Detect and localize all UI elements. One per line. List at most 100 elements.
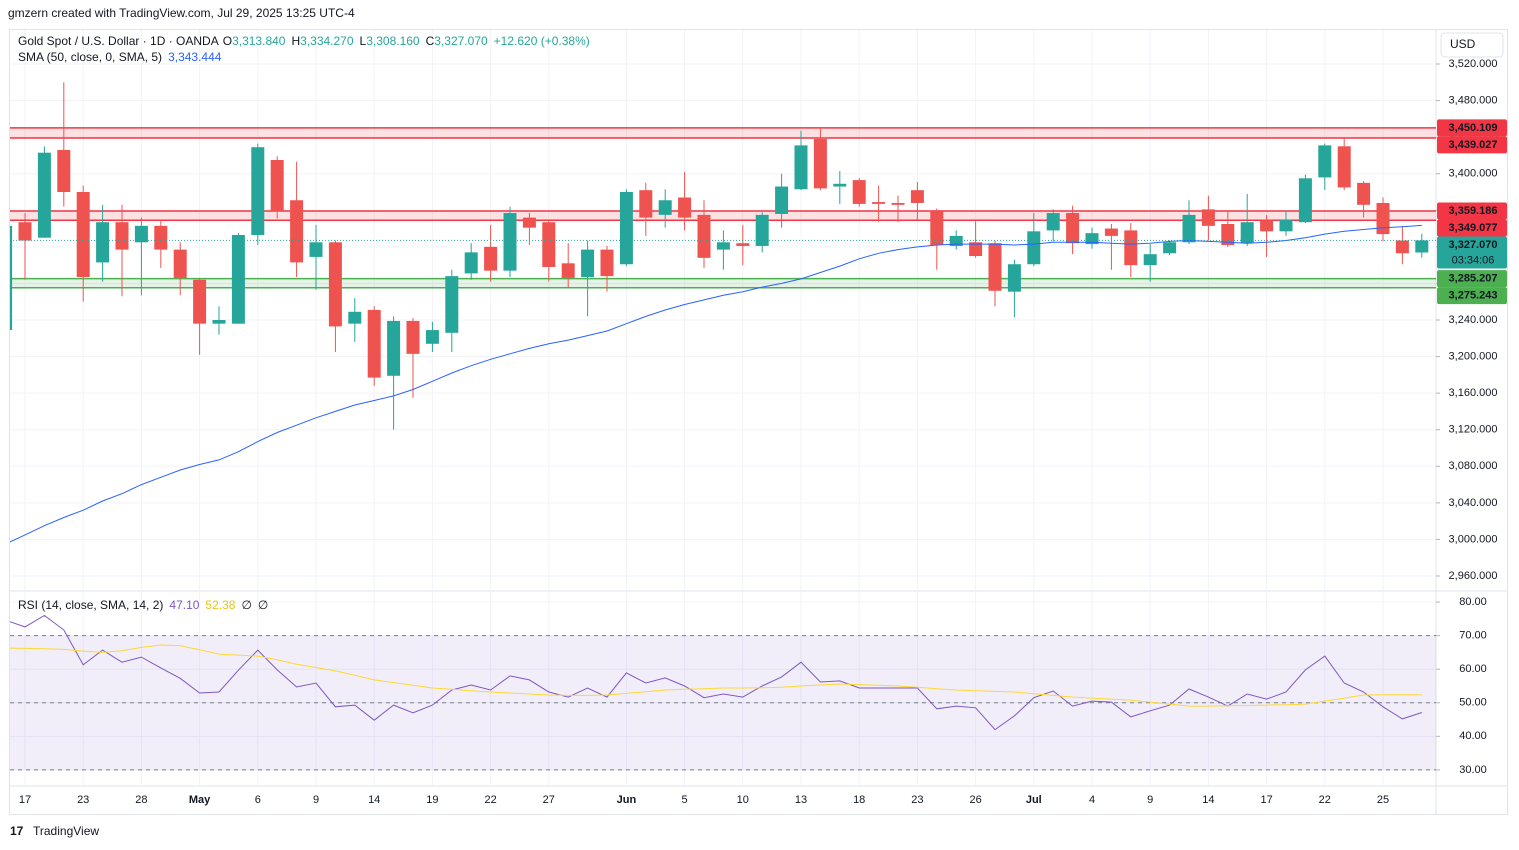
x-tick-label: 23: [911, 794, 923, 806]
x-tick-label: 22: [484, 794, 496, 806]
x-tick-label: 26: [969, 794, 981, 806]
currency-button[interactable]: [1440, 32, 1504, 58]
candle-body: [212, 320, 226, 324]
x-tick-label: 25: [1377, 794, 1389, 806]
candle-body: [522, 217, 536, 228]
candle-body: [367, 309, 381, 378]
candle-body: [1415, 240, 1429, 253]
candle-body: [1027, 231, 1041, 265]
price-label-bg: [1437, 287, 1507, 305]
logo-mark: 17: [10, 824, 24, 838]
candle-body: [1182, 214, 1196, 243]
candle-body: [542, 222, 556, 267]
x-tick-label: Jun: [617, 794, 637, 806]
candle-body: [581, 249, 595, 278]
candle-body: [1357, 182, 1371, 205]
candle-body: [949, 235, 963, 246]
symbol: Gold Spot / U.S. Dollar · 1D · OANDA: [18, 34, 219, 48]
candle-body: [76, 192, 90, 278]
currency[interactable]: USD: [1450, 37, 1476, 51]
candle-body: [813, 138, 827, 189]
y-tick-label: 3,240.000: [1449, 314, 1498, 326]
candle-body: [425, 330, 439, 344]
candle-body: [348, 311, 362, 324]
ohlc-key: H: [291, 34, 300, 48]
y-tick-label: 40.00: [1459, 730, 1487, 742]
price-label-bg: [1437, 119, 1507, 137]
legend: Gold Spot / U.S. Dollar · 1D · OANDA O3,3…: [18, 34, 590, 612]
price-label-bg: [1437, 136, 1507, 154]
sma-legend: SMA (50, close, 0, SMA, 5) 3,343.444: [18, 50, 222, 64]
rsi-line: [10, 644, 1422, 707]
candle-body: [387, 320, 401, 376]
x-tick-label: 9: [1147, 794, 1153, 806]
x-tick-label: 17: [1260, 794, 1272, 806]
price-label-bg: [1437, 270, 1507, 288]
sma-name: SMA (50, close, 0, SMA, 5): [18, 50, 162, 64]
candle-body: [910, 190, 924, 203]
candle-body: [1279, 219, 1293, 232]
price-label: 3,359.186: [1449, 205, 1498, 217]
x-tick-label: 14: [1202, 794, 1214, 806]
candle-body: [969, 242, 983, 257]
candle-body: [464, 252, 478, 274]
x-tick-label: 6: [255, 794, 261, 806]
candle-body: [231, 234, 245, 324]
candle-body: [1260, 220, 1274, 232]
candle-body: [1318, 145, 1332, 178]
candle-body: [1124, 230, 1138, 266]
ohlc-value: 3,334.270: [300, 34, 354, 48]
y-tick-label: 3,480.000: [1449, 94, 1498, 106]
candle-body: [309, 242, 323, 257]
candle-body: [1046, 213, 1060, 231]
x-tick-label: 19: [426, 794, 438, 806]
x-tick-label: 17: [19, 794, 31, 806]
x-tick-label: 4: [1089, 794, 1095, 806]
y-tick-label: 3,160.000: [1449, 387, 1498, 399]
candle-body: [755, 214, 769, 246]
x-tick-label: Jul: [1026, 794, 1042, 806]
y-tick-label: 80.00: [1459, 596, 1487, 608]
candle-body: [775, 186, 789, 214]
candle-body: [115, 222, 129, 250]
y-tick-label: 2,960.000: [1449, 570, 1498, 582]
ohlc-key: C: [426, 34, 435, 48]
rsi-line: [10, 614, 1422, 731]
y-tick-label: 50.00: [1459, 697, 1487, 709]
candle-body: [833, 183, 847, 187]
rsi-pane: [10, 614, 1436, 771]
x-tick-label: 5: [682, 794, 688, 806]
y-tick-label: 60.00: [1459, 663, 1487, 675]
candle-body: [716, 242, 730, 250]
y-tick-label: 3,400.000: [1449, 168, 1498, 180]
x-tick-label: 10: [737, 794, 749, 806]
y-tick-label: 3,120.000: [1449, 424, 1498, 436]
y-tick-label: 3,000.000: [1449, 533, 1498, 545]
candle-body: [18, 222, 32, 241]
x-tick-label: 28: [135, 794, 147, 806]
y-tick-label: 70.00: [1459, 630, 1487, 642]
candle-body: [1337, 146, 1351, 188]
change: +12.620 (+0.38%): [494, 34, 590, 48]
candle-body: [930, 211, 944, 246]
candle-body: [794, 145, 808, 190]
ohlc-key: L: [360, 34, 367, 48]
price-label-bg: [1437, 202, 1507, 220]
candle-body: [736, 243, 750, 246]
rsi-legend-value: 52.38: [205, 598, 235, 612]
candle-body: [697, 214, 711, 258]
x-tick-label: 9: [313, 794, 319, 806]
y-tick-label: 3,080.000: [1449, 460, 1498, 472]
candle-body: [1298, 178, 1312, 223]
price-label-bg: [1437, 236, 1507, 269]
rsi-legend: RSI (14, close, SMA, 14, 2) 47.10 52.38 ∅ ∅: [18, 598, 268, 612]
sma-value: 3,343.444: [168, 50, 222, 64]
candle-body: [1104, 228, 1118, 236]
candle-body: [561, 263, 575, 278]
candle-body: [1085, 233, 1099, 245]
rsi-legend-value: 47.10: [169, 598, 199, 612]
candle-body: [37, 152, 51, 238]
rsi-legend-value: ∅: [241, 598, 251, 612]
x-tick-label: 13: [795, 794, 807, 806]
candle-body: [1163, 242, 1177, 254]
